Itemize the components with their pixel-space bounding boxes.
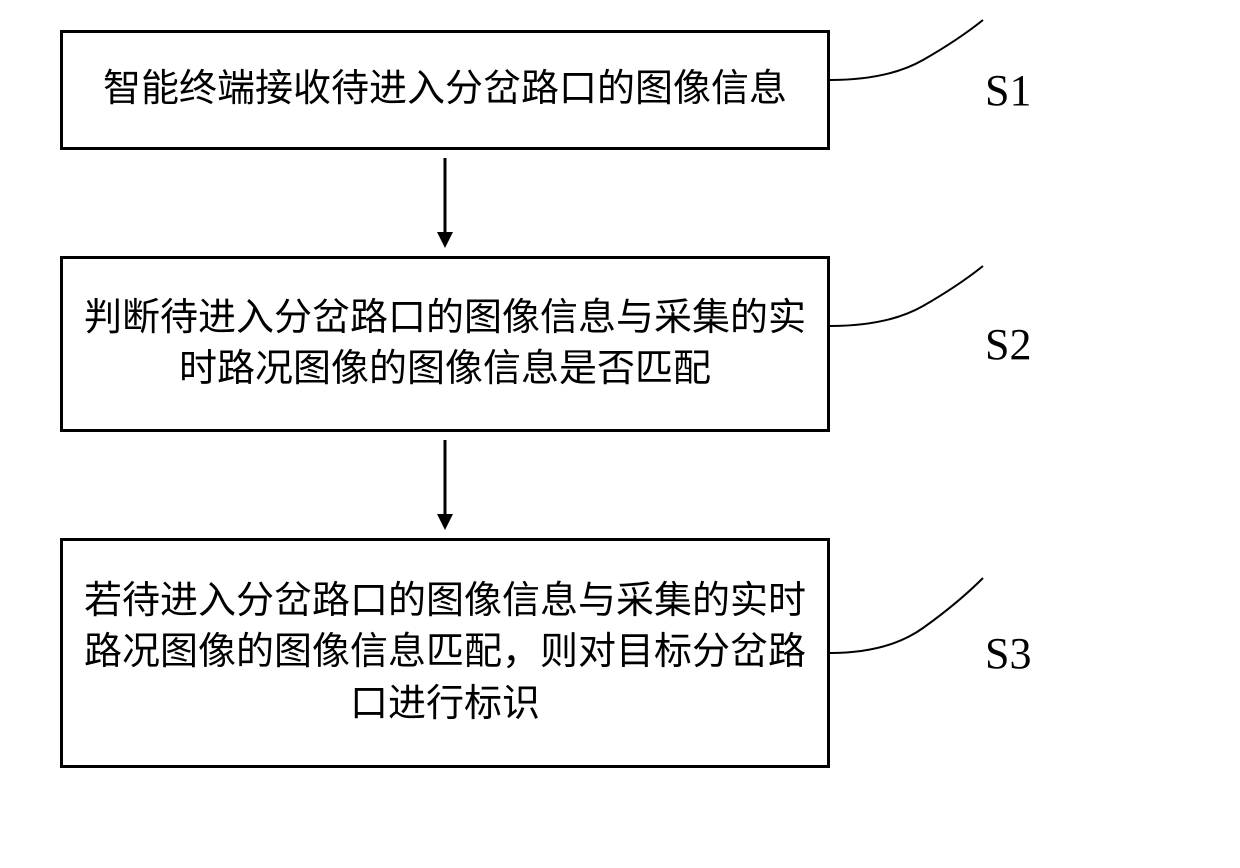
step-1-box: 智能终端接收待进入分岔路口的图像信息: [60, 30, 830, 150]
arrow-2-container: [60, 432, 830, 538]
step-1-label: S1: [985, 65, 1031, 116]
step-1-container: 智能终端接收待进入分岔路口的图像信息 S1: [60, 30, 1180, 150]
arrow-1: [435, 158, 455, 248]
step-2-text: 判断待进入分岔路口的图像信息与采集的实时路况图像的图像信息是否匹配: [83, 293, 807, 396]
step-2-container: 判断待进入分岔路口的图像信息与采集的实时路况图像的图像信息是否匹配 S2: [60, 256, 1180, 432]
connector-curve-2: [828, 256, 988, 356]
step-3-box: 若待进入分岔路口的图像信息与采集的实时路况图像的图像信息匹配，则对目标分岔路口进…: [60, 538, 830, 768]
step-2-label: S2: [985, 319, 1031, 370]
connector-curve-3: [828, 568, 988, 688]
step-3-text: 若待进入分岔路口的图像信息与采集的实时路况图像的图像信息匹配，则对目标分岔路口进…: [83, 576, 807, 730]
connector-curve-1: [828, 10, 988, 110]
step-1-text: 智能终端接收待进入分岔路口的图像信息: [103, 64, 787, 115]
step-2-box: 判断待进入分岔路口的图像信息与采集的实时路况图像的图像信息是否匹配: [60, 256, 830, 432]
arrow-1-container: [60, 150, 830, 256]
step-3-container: 若待进入分岔路口的图像信息与采集的实时路况图像的图像信息匹配，则对目标分岔路口进…: [60, 538, 1180, 768]
flowchart-container: 智能终端接收待进入分岔路口的图像信息 S1 判断待进入分岔路口的图像信息与采集的…: [60, 30, 1180, 768]
arrow-2: [435, 440, 455, 530]
step-3-label: S3: [985, 628, 1031, 679]
